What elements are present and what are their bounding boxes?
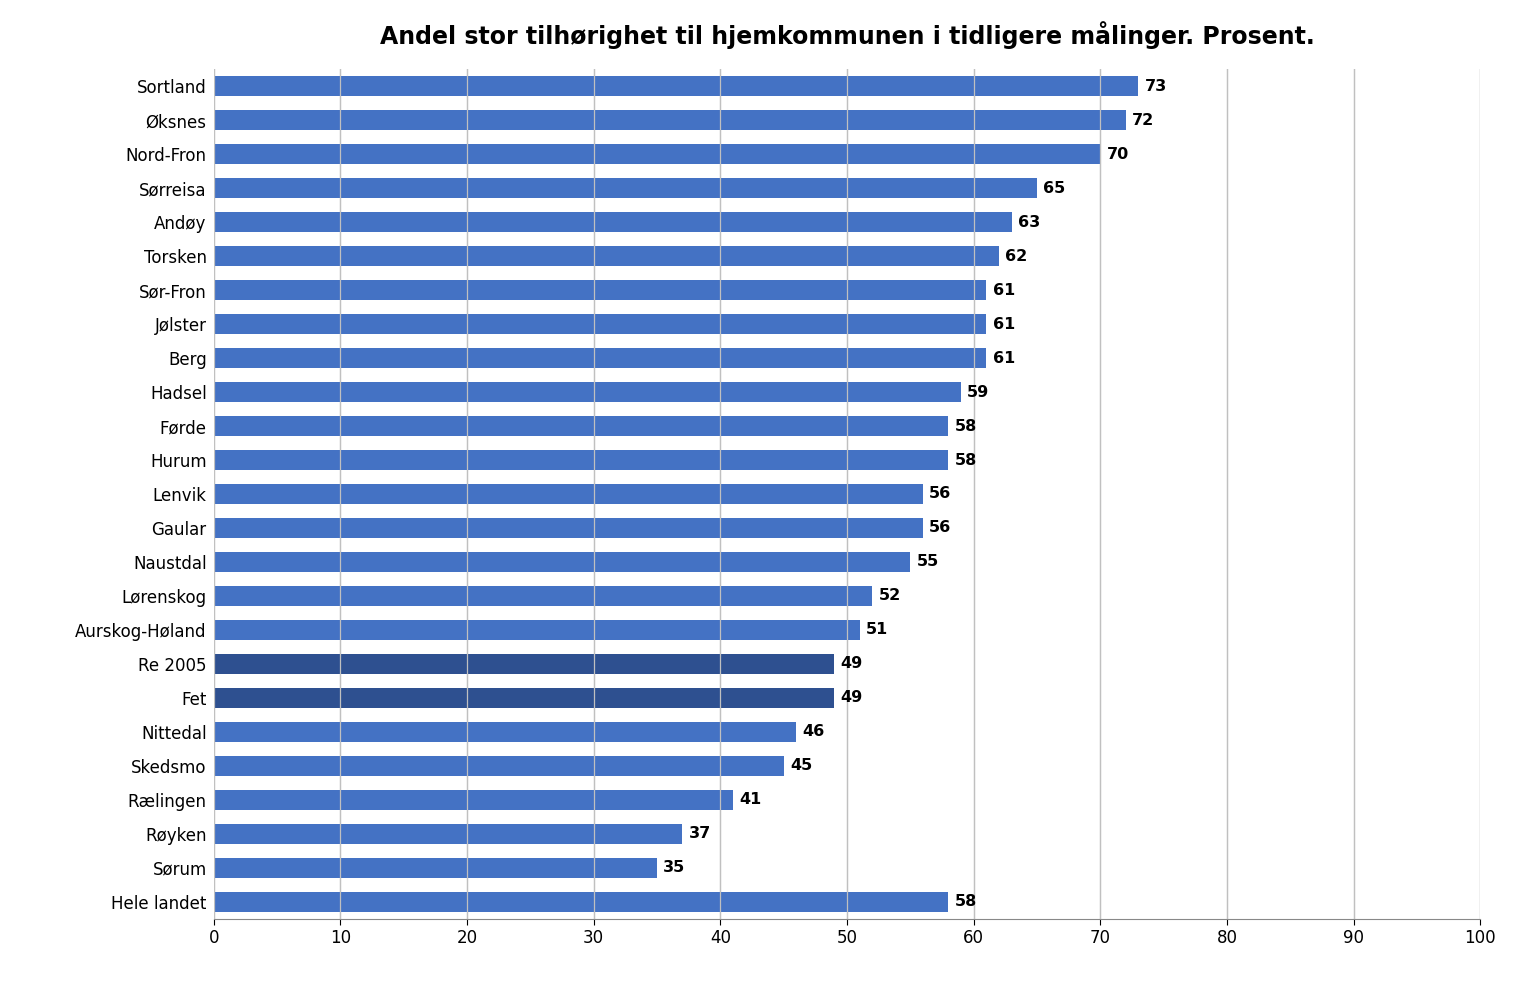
Bar <box>214 246 1000 267</box>
Bar <box>214 178 1038 199</box>
Text: 58: 58 <box>955 453 977 467</box>
Text: 45: 45 <box>790 759 812 774</box>
Text: 73: 73 <box>1144 79 1167 94</box>
Text: 49: 49 <box>841 656 862 672</box>
Text: 59: 59 <box>967 384 989 399</box>
Bar <box>214 76 1138 97</box>
Text: 58: 58 <box>955 419 977 434</box>
Text: 41: 41 <box>739 792 761 807</box>
Bar <box>214 586 873 607</box>
Bar <box>214 450 948 470</box>
Bar <box>214 144 1100 164</box>
Bar <box>214 756 784 777</box>
Bar <box>214 858 656 878</box>
Text: 61: 61 <box>992 283 1015 297</box>
Bar <box>214 416 948 437</box>
Text: 58: 58 <box>955 894 977 909</box>
Text: 63: 63 <box>1018 214 1041 229</box>
Text: 52: 52 <box>879 589 900 604</box>
Bar <box>214 280 986 300</box>
Bar <box>214 688 835 708</box>
Text: 72: 72 <box>1132 113 1154 127</box>
Bar <box>214 619 859 640</box>
Bar <box>214 551 909 572</box>
Text: 56: 56 <box>929 521 952 535</box>
Bar <box>214 518 923 538</box>
Text: 37: 37 <box>688 826 711 842</box>
Bar <box>214 314 986 334</box>
Bar <box>214 211 1012 232</box>
Bar <box>214 110 1126 130</box>
Text: 56: 56 <box>929 486 952 502</box>
Text: 62: 62 <box>1006 249 1027 264</box>
Text: 49: 49 <box>841 691 862 705</box>
Text: 65: 65 <box>1044 181 1065 196</box>
Bar <box>214 381 961 402</box>
Bar <box>214 654 835 674</box>
Text: 61: 61 <box>992 351 1015 366</box>
Bar <box>214 789 732 810</box>
Bar <box>214 721 797 742</box>
Bar <box>214 348 986 369</box>
Bar <box>214 484 923 504</box>
Bar <box>214 891 948 912</box>
Text: 61: 61 <box>992 316 1015 332</box>
Text: 51: 51 <box>865 622 888 637</box>
Text: 46: 46 <box>803 724 826 739</box>
Title: Andel stor tilhørighet til hjemkommunen i tidligere målinger. Prosent.: Andel stor tilhørighet til hjemkommunen … <box>380 22 1314 49</box>
Text: 35: 35 <box>664 861 685 875</box>
Text: 55: 55 <box>917 554 938 569</box>
Bar <box>214 824 682 844</box>
Text: 70: 70 <box>1106 146 1129 162</box>
